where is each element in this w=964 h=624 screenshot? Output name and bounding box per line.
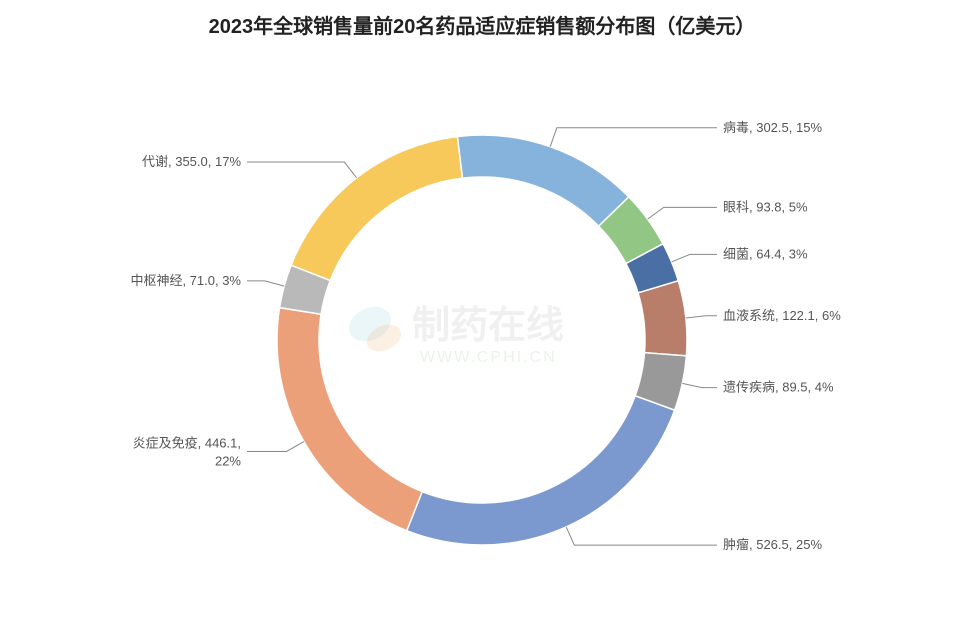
slice-血液系统 [638, 281, 687, 356]
leader-细菌 [672, 254, 717, 262]
leader-遗传疾病 [682, 383, 717, 387]
watermark-text: 制药在线 [412, 305, 564, 347]
label-代谢: 代谢, 355.0, 17% [142, 154, 241, 169]
leader-病毒 [550, 128, 717, 147]
label-肿瘤: 肿瘤, 526.5, 25% [723, 537, 822, 552]
leader-肿瘤 [566, 527, 717, 545]
leader-眼科 [648, 207, 717, 219]
leader-代谢 [247, 162, 357, 178]
slice-代谢 [291, 136, 462, 280]
label-中枢神经: 中枢神经, 71.0, 3% [130, 273, 241, 288]
slice-炎症及免疫 [277, 308, 422, 531]
leader-血液系统 [686, 316, 717, 318]
label-遗传疾病: 遗传疾病, 89.5, 4% [723, 380, 834, 395]
donut-chart: 制药在线 WWW.CPHI.CN 肿瘤, 526.5, 25% 炎症及免疫, 446.… [0, 40, 964, 620]
label-炎症及免疫: 炎症及免疫, 446.1, [133, 435, 241, 450]
chart-title: 2023年全球销售量前20名药品适应症销售额分布图（亿美元） [0, 0, 964, 40]
leader-炎症及免疫 [247, 442, 304, 452]
label-病毒: 病毒, 302.5, 15% [723, 120, 822, 135]
watermark-subtext: WWW.CPHI.CN [420, 349, 557, 366]
watermark: 制药在线 WWW.CPHI.CN [343, 300, 564, 366]
label-眼科: 眼科, 93.8, 5% [723, 199, 808, 214]
label2-炎症及免疫: 22% [215, 453, 241, 468]
slice-肿瘤 [407, 396, 675, 545]
chart-svg: 制药在线 WWW.CPHI.CN 肿瘤, 526.5, 25% 炎症及免疫, 446.… [0, 40, 964, 620]
label-细菌: 细菌, 64.4, 3% [723, 246, 808, 261]
slice-病毒 [457, 135, 628, 226]
label-血液系统: 血液系统, 122.1, 6% [723, 308, 841, 323]
leader-中枢神经 [247, 281, 284, 286]
